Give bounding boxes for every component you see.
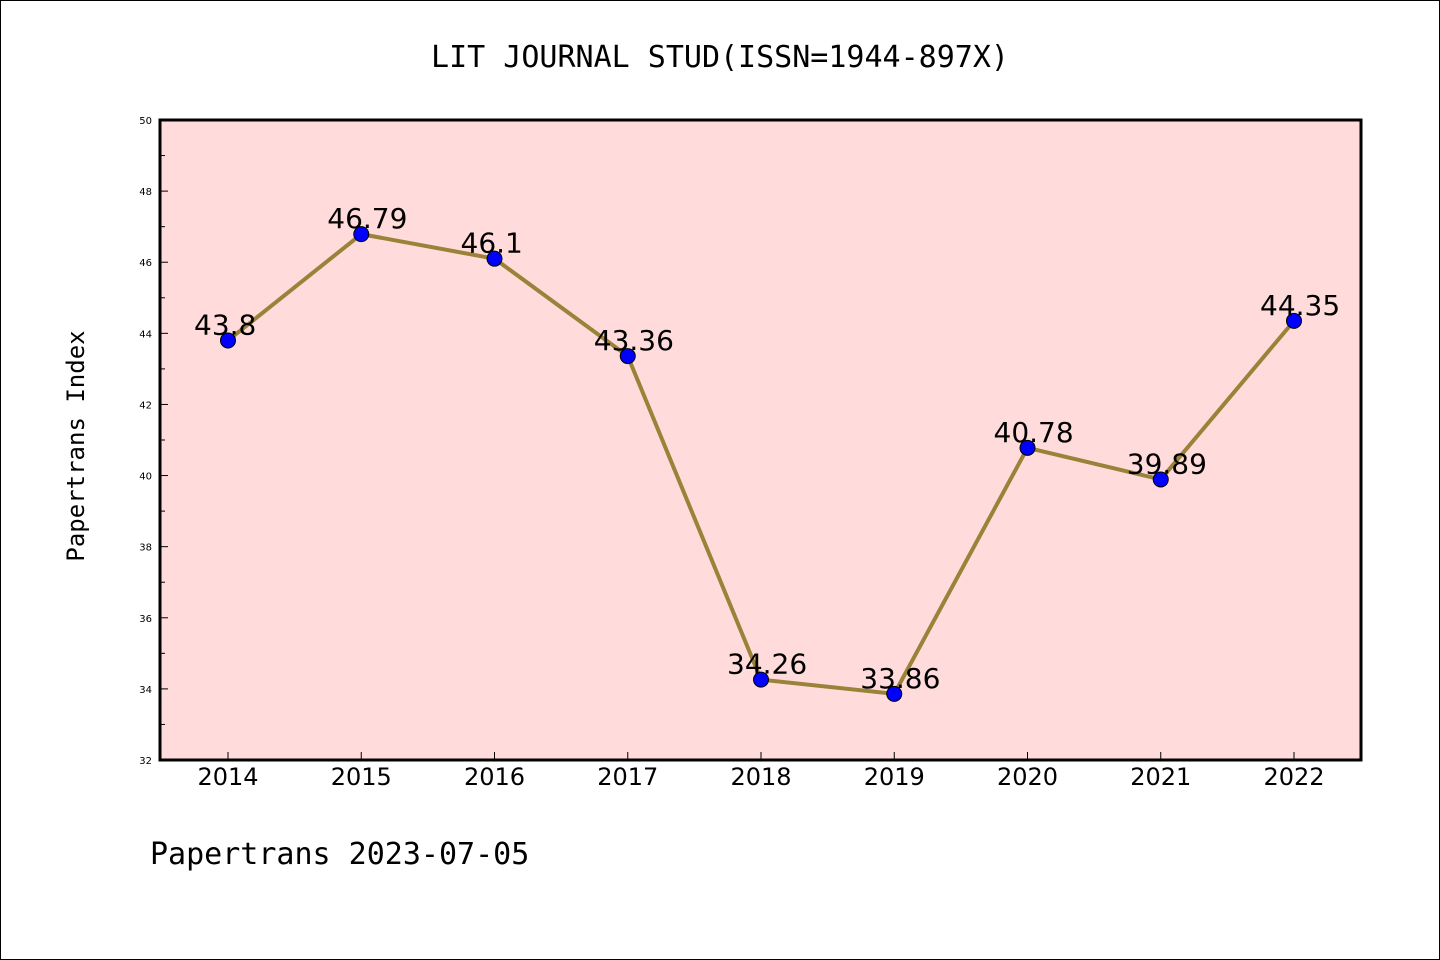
data-point: [886, 685, 903, 702]
footer-credit: Papertrans 2023-07-05: [150, 837, 529, 872]
data-series: [220, 226, 1302, 702]
y-tick-label: 48: [139, 187, 152, 198]
y-tick-label: 40: [139, 472, 152, 483]
data-point: [619, 348, 636, 365]
x-tick-label: 2014: [197, 763, 258, 791]
y-axis-label: Papertrans Index: [62, 330, 90, 561]
y-tick-label: 36: [139, 614, 152, 625]
data-label: 43.36: [594, 324, 674, 357]
x-tick-label: 2021: [1130, 763, 1191, 791]
data-label: 46.1: [461, 227, 523, 260]
data-point: [220, 332, 236, 349]
data-label: 33.86: [860, 662, 940, 695]
x-tick-label: 2020: [997, 763, 1058, 791]
data-label: 40.78: [994, 416, 1074, 449]
data-point: [1152, 471, 1169, 488]
data-label: 39.89: [1127, 447, 1207, 480]
x-tick-label: 2018: [730, 763, 791, 791]
data-label: 43.8: [194, 308, 256, 341]
data-label: 34.26: [727, 648, 807, 681]
y-tick-label: 44: [139, 329, 152, 340]
plot-border: [158, 118, 1363, 762]
data-labels: 43.8 46.79 46.1 43.36 34.26 33.86 40.78 39.89 44…: [194, 202, 1340, 695]
x-tick-label: 2016: [464, 763, 525, 791]
x-tick-label: 2022: [1263, 763, 1324, 791]
y-tick-label: 34: [139, 685, 152, 696]
chart-title: LIT JOURNAL STUD(ISSN=1944-897X): [431, 40, 1009, 75]
x-tick-label: 2019: [864, 763, 925, 791]
data-point: [1286, 312, 1302, 329]
y-tick-label: 46: [139, 258, 152, 269]
x-tick-label: 2015: [331, 763, 392, 791]
data-point: [486, 250, 503, 267]
y-tick-label: 38: [139, 543, 152, 554]
y-tick-label: 42: [139, 400, 152, 411]
y-tick-label: 50: [139, 116, 152, 127]
data-point: [353, 226, 370, 243]
data-label: 46.79: [327, 202, 407, 235]
data-point: [753, 671, 769, 688]
data-point: [1019, 439, 1036, 456]
data-label: 44.35: [1260, 289, 1340, 322]
x-tick-label: 2017: [597, 763, 658, 791]
y-tick-label: 32: [139, 756, 152, 767]
x-axis: 2014 2015 2016 2017 2018 2019 2020 2021 2022: [197, 752, 1325, 791]
